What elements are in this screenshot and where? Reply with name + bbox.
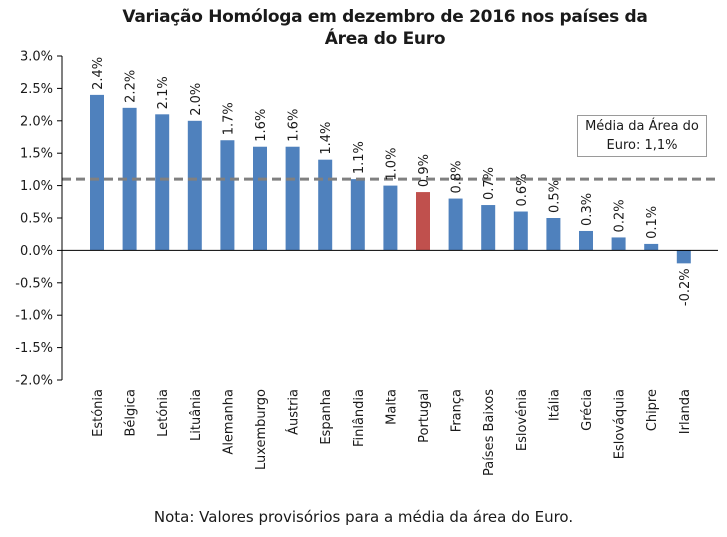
value-label: 0.5%: [547, 180, 562, 213]
average-legend-box: Média da Área do Euro: 1,1%: [577, 115, 707, 157]
value-label: 2.0%: [189, 83, 204, 116]
x-tick-label: Lituânia: [189, 389, 204, 441]
value-label: 2.2%: [124, 70, 139, 103]
bar: [416, 192, 430, 251]
bar: [448, 198, 463, 251]
y-tick-label: 2.5%: [20, 82, 53, 97]
x-tick-label: Áustria: [286, 389, 302, 435]
y-tick-label: 3.0%: [20, 50, 53, 65]
value-label: 1.0%: [384, 148, 399, 181]
chart-title: Variação Homóloga em dezembro de 2016 no…: [60, 6, 710, 50]
y-tick-label: 1.5%: [20, 147, 53, 162]
x-tick-label: Finlândia: [352, 389, 367, 447]
bar: [611, 237, 626, 251]
bar: [318, 159, 333, 251]
x-axis-labels-group: Estónia Bélgica Letónia Lituânia Alemanha Lux…: [91, 389, 693, 476]
y-tick-label: 0.5%: [20, 212, 53, 227]
chart-title-line1: Variação Homóloga em dezembro de 2016 no…: [122, 7, 648, 27]
x-tick-label: Grécia: [580, 389, 595, 431]
x-tick-label: Alemanha: [221, 389, 236, 455]
axes-group: [61, 56, 718, 380]
y-axis: 3.0% 2.5% 2.0% 1.5% 1.0% 0.5% 0.0% -0.5% -1.0% -1…: [15, 50, 62, 389]
bar: [122, 107, 137, 251]
value-label: 0.3%: [580, 193, 595, 226]
bar: [90, 94, 104, 251]
x-tick-label: Espanha: [319, 389, 334, 445]
y-tick-label: -2.0%: [15, 374, 53, 389]
y-tick-label: -0.5%: [15, 276, 53, 291]
y-tick-label: 0.0%: [20, 244, 53, 259]
bar: [285, 146, 300, 251]
bar: [644, 243, 659, 251]
chart-note: Nota: Valores provisórios para a média d…: [153, 508, 574, 526]
x-tick-label: Portugal: [417, 389, 432, 443]
bar: [187, 120, 202, 251]
value-label: 0.7%: [482, 167, 497, 200]
x-tick-label: Luxemburgo: [254, 389, 269, 470]
bar: [513, 211, 528, 251]
bar: [579, 230, 593, 251]
value-label: 1.6%: [287, 109, 302, 142]
x-tick-label: Eslováquia: [613, 389, 628, 459]
x-tick-label: Países Baixos: [482, 389, 497, 476]
value-label: -0.2%: [678, 268, 693, 306]
value-label: 1.6%: [254, 109, 269, 142]
x-tick-label: Bélgica: [124, 389, 139, 437]
bar: [546, 218, 561, 251]
y-tick-label: -1.5%: [15, 341, 53, 356]
value-labels-group: 2.4% 2.2% 2.1% 2.0% 1.7% 1.6% 1.6% 1.4% 1.1% 1.0%…: [91, 57, 693, 306]
x-tick-label: Estónia: [91, 389, 106, 437]
bar: [155, 114, 170, 251]
x-tick-label: Itália: [547, 389, 562, 421]
bar: [481, 205, 496, 251]
bar: [350, 179, 365, 251]
value-label: 0.1%: [645, 206, 660, 239]
value-label: 2.1%: [156, 76, 171, 109]
value-label: 1.1%: [352, 141, 367, 174]
average-label-line1: Média da Área do: [585, 119, 699, 134]
x-tick-label: Letónia: [156, 389, 171, 437]
x-tick-label: Irlanda: [678, 389, 693, 434]
x-tick-label: Eslovénia: [515, 389, 530, 451]
bar: [676, 250, 691, 264]
bar: [253, 146, 267, 251]
average-label-line2: Euro: 1,1%: [606, 138, 678, 153]
value-label: 2.4%: [91, 57, 106, 90]
x-tick-label: França: [450, 389, 465, 432]
bar: [220, 140, 235, 251]
y-tick-label: 1.0%: [20, 179, 53, 194]
value-label: 1.7%: [221, 102, 236, 135]
value-label: 0.2%: [613, 199, 628, 232]
value-label: 0.6%: [515, 173, 530, 206]
bars-group: [90, 94, 691, 264]
value-label: 0.9%: [417, 154, 432, 187]
x-tick-label: Chipre: [645, 389, 660, 431]
value-label: 0.8%: [450, 161, 465, 194]
x-tick-label: Malta: [384, 389, 399, 425]
value-label: 1.4%: [319, 122, 334, 155]
chart-title-line2: Área do Euro: [324, 29, 446, 49]
y-tick-label: 2.0%: [20, 114, 53, 129]
y-tick-label: -1.0%: [15, 309, 53, 324]
bar: [383, 185, 398, 251]
